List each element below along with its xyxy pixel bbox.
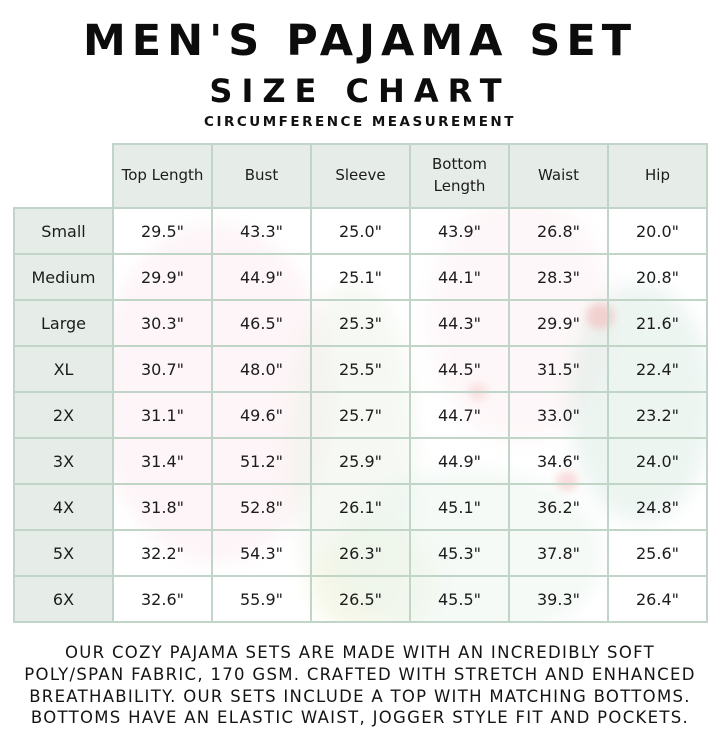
size-cell: 26.1" (310, 483, 411, 531)
size-cell: 26.5" (310, 575, 411, 623)
size-table-body: Small 29.5" 43.3" 25.0" 43.9" 26.8" 20.0" Mediu… (13, 207, 708, 623)
size-cell: 28.3" (508, 253, 609, 301)
size-cell: 29.5" (112, 207, 213, 255)
size-cell: 31.8" (112, 483, 213, 531)
size-cell: 30.7" (112, 345, 213, 393)
size-cell: 29.9" (112, 253, 213, 301)
size-cell: 30.3" (112, 299, 213, 347)
size-cell: 29.9" (508, 299, 609, 347)
size-table: Top Length Bust Sleeve Bottom Length Waist Hi… (13, 143, 708, 623)
table-row: Large 30.3" 46.5" 25.3" 44.3" 29.9" 21.6" (13, 299, 708, 347)
size-cell: 44.9" (211, 253, 312, 301)
size-cell: 45.3" (409, 529, 510, 577)
column-header: Bust (211, 143, 312, 209)
column-header: Waist (508, 143, 609, 209)
row-label: Large (13, 299, 114, 347)
header-row: Top Length Bust Sleeve Bottom Length Waist Hi… (14, 143, 708, 209)
row-label: XL (13, 345, 114, 393)
size-cell: 31.5" (508, 345, 609, 393)
table-row: 4X 31.8" 52.8" 26.1" 45.1" 36.2" 24.8" (13, 483, 708, 531)
size-cell: 26.4" (607, 575, 708, 623)
size-cell: 25.7" (310, 391, 411, 439)
size-cell: 49.6" (211, 391, 312, 439)
size-cell: 36.2" (508, 483, 609, 531)
size-cell: 44.7" (409, 391, 510, 439)
description-line: POLY/SPAN FABRIC, 170 GSM. CRAFTED WITH … (24, 664, 696, 684)
row-label: 2X (13, 391, 114, 439)
row-label: Medium (13, 253, 114, 301)
size-cell: 55.9" (211, 575, 312, 623)
table-row: Small 29.5" 43.3" 25.0" 43.9" 26.8" 20.0" (13, 207, 708, 255)
size-cell: 39.3" (508, 575, 609, 623)
row-label: 4X (13, 483, 114, 531)
measurement-note: CIRCUMFERENCE MEASUREMENT (204, 114, 516, 130)
table-row: Medium 29.9" 44.9" 25.1" 44.1" 28.3" 20.8" (13, 253, 708, 301)
column-header: Hip (607, 143, 708, 209)
description-line: OUR COZY PAJAMA SETS ARE MADE WITH AN IN… (64, 643, 655, 662)
size-cell: 32.2" (112, 529, 213, 577)
row-label: 3X (13, 437, 114, 485)
size-cell: 44.1" (409, 253, 510, 301)
column-header: Bottom Length (409, 143, 510, 209)
column-header: Sleeve (310, 143, 411, 209)
size-cell: 52.8" (211, 483, 312, 531)
size-cell: 45.5" (409, 575, 510, 623)
size-cell: 37.8" (508, 529, 609, 577)
size-cell: 21.6" (607, 299, 708, 347)
size-cell: 43.9" (409, 207, 510, 255)
size-cell: 48.0" (211, 345, 312, 393)
page-title: MEN'S PAJAMA SET (82, 16, 638, 66)
size-cell: 22.4" (607, 345, 708, 393)
size-cell: 24.8" (607, 483, 708, 531)
size-cell: 23.2" (607, 391, 708, 439)
size-cell: 25.5" (310, 345, 411, 393)
size-cell: 25.0" (310, 207, 411, 255)
size-cell: 25.1" (310, 253, 411, 301)
row-label: 5X (13, 529, 114, 577)
row-label: Small (13, 207, 114, 255)
page-subtitle: SIZE CHART (209, 72, 511, 110)
size-cell: 25.9" (310, 437, 411, 485)
size-cell: 24.0" (607, 437, 708, 485)
size-cell: 26.3" (310, 529, 411, 577)
table-row: 3X 31.4" 51.2" 25.9" 44.9" 34.6" 24.0" (13, 437, 708, 485)
column-header: Top Length (112, 143, 213, 209)
description-line: BOTTOMS HAVE AN ELASTIC WAIST, JOGGER ST… (30, 708, 690, 728)
size-cell: 20.8" (607, 253, 708, 301)
size-cell: 44.5" (409, 345, 510, 393)
size-cell: 34.6" (508, 437, 609, 485)
size-cell: 31.1" (112, 391, 213, 439)
size-cell: 45.1" (409, 483, 510, 531)
size-cell: 31.4" (112, 437, 213, 485)
size-cell: 44.9" (409, 437, 510, 485)
size-chart-page: MEN'S PAJAMA SET SIZE CHART CIRCUMFERENC… (0, 16, 720, 736)
size-cell: 20.0" (607, 207, 708, 255)
size-cell: 25.3" (310, 299, 411, 347)
table-row: 5X 32.2" 54.3" 26.3" 45.3" 37.8" 25.6" (13, 529, 708, 577)
size-cell: 25.6" (607, 529, 708, 577)
size-cell: 44.3" (409, 299, 510, 347)
table-row: 6X 32.6" 55.9" 26.5" 45.5" 39.3" 26.4" (13, 575, 708, 623)
description-line: BREATHABILITY. OUR SETS INCLUDE A TOP WI… (29, 686, 691, 706)
size-cell: 54.3" (211, 529, 312, 577)
size-cell: 43.3" (211, 207, 312, 255)
size-cell: 51.2" (211, 437, 312, 485)
size-cell: 32.6" (112, 575, 213, 623)
product-description: OUR COZY PAJAMA SETS ARE MADE WITH AN IN… (6, 642, 714, 729)
table-row: 2X 31.1" 49.6" 25.7" 44.7" 33.0" 23.2" (13, 391, 708, 439)
size-table-container: Top Length Bust Sleeve Bottom Length Waist Hi… (13, 143, 708, 623)
row-label: 6X (13, 575, 114, 623)
size-cell: 46.5" (211, 299, 312, 347)
corner-cell (14, 144, 113, 208)
size-cell: 26.8" (508, 207, 609, 255)
table-row: XL 30.7" 48.0" 25.5" 44.5" 31.5" 22.4" (13, 345, 708, 393)
size-cell: 33.0" (508, 391, 609, 439)
